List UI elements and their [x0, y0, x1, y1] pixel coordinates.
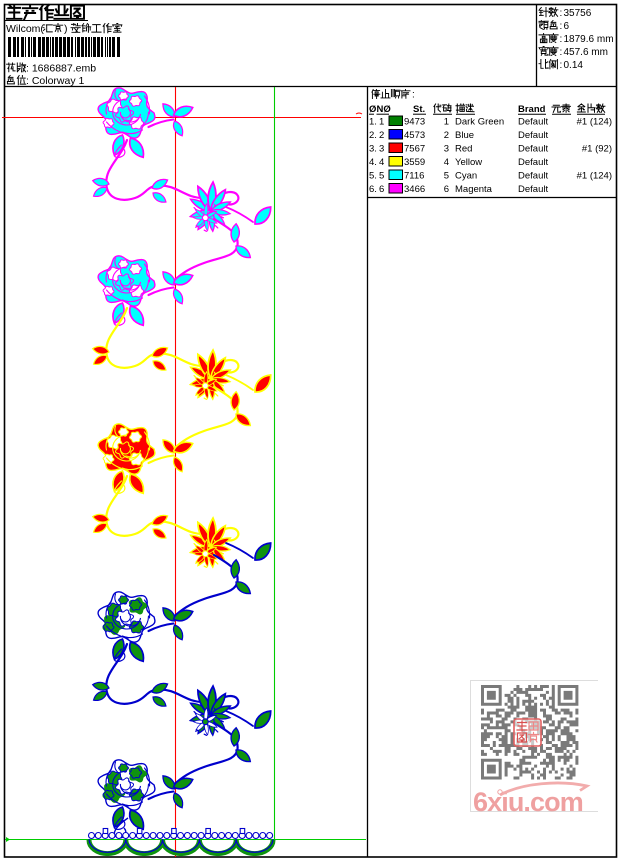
- svg-text:: 1686887.emb: : 1686887.emb: [26, 63, 96, 75]
- svg-text:Default: Default: [518, 144, 548, 155]
- svg-text::: :: [560, 21, 563, 32]
- svg-text:): ): [64, 23, 68, 35]
- svg-text::: :: [560, 8, 563, 19]
- svg-text:4.: 4.: [369, 157, 377, 168]
- svg-text:5: 5: [379, 171, 384, 182]
- svg-text:3.: 3.: [369, 144, 377, 155]
- svg-text:#1 (124): #1 (124): [577, 171, 612, 182]
- svg-text::: :: [560, 60, 563, 71]
- svg-text:Red: Red: [455, 144, 472, 155]
- svg-text:6: 6: [379, 184, 384, 195]
- svg-text:Default: Default: [518, 171, 548, 182]
- svg-text:Brand: Brand: [518, 104, 546, 115]
- svg-text:Default: Default: [518, 157, 548, 168]
- svg-text:#1 (124): #1 (124): [577, 117, 612, 128]
- svg-text:2.: 2.: [369, 130, 377, 141]
- svg-text:1.: 1.: [369, 117, 377, 128]
- svg-text:3559: 3559: [404, 157, 425, 168]
- svg-text:Default: Default: [518, 130, 548, 141]
- svg-text:Dark Green: Dark Green: [455, 117, 504, 128]
- svg-text:3466: 3466: [404, 184, 425, 195]
- svg-text:6: 6: [444, 184, 449, 195]
- svg-text::: :: [412, 90, 415, 101]
- svg-text:Blue: Blue: [455, 130, 474, 141]
- svg-text:#1 (92): #1 (92): [582, 144, 612, 155]
- svg-text:3: 3: [444, 144, 449, 155]
- svg-text:1879.6 mm: 1879.6 mm: [564, 34, 614, 45]
- svg-text:4573: 4573: [404, 130, 425, 141]
- svg-text:St.: St.: [413, 104, 425, 115]
- svg-text:1: 1: [379, 117, 384, 128]
- svg-text:7116: 7116: [404, 171, 424, 182]
- svg-text:0.14: 0.14: [564, 60, 584, 71]
- svg-text:: Colorway 1: : Colorway 1: [26, 75, 85, 87]
- svg-text:2: 2: [444, 130, 449, 141]
- svg-text:Default: Default: [518, 184, 548, 195]
- svg-text:9473: 9473: [404, 117, 425, 128]
- svg-text:5: 5: [444, 171, 449, 182]
- svg-text:Wilcom(: Wilcom(: [6, 23, 44, 35]
- svg-text:Magenta: Magenta: [455, 184, 493, 195]
- svg-text:4: 4: [444, 157, 449, 168]
- svg-text:6.: 6.: [369, 184, 377, 195]
- svg-text:5.: 5.: [369, 171, 377, 182]
- svg-text:Yellow: Yellow: [455, 157, 482, 168]
- svg-text:7567: 7567: [404, 144, 425, 155]
- svg-text:6xiu.com: 6xiu.com: [473, 787, 583, 817]
- svg-text::: :: [560, 47, 563, 58]
- svg-text:6: 6: [564, 21, 570, 32]
- svg-text:4: 4: [379, 157, 384, 168]
- svg-text:2: 2: [379, 130, 384, 141]
- svg-text:NØ: NØ: [377, 104, 391, 115]
- svg-text::: :: [560, 34, 563, 45]
- svg-text:Default: Default: [518, 117, 548, 128]
- svg-text:3: 3: [379, 144, 384, 155]
- svg-text:457.6 mm: 457.6 mm: [564, 47, 608, 58]
- svg-text:1: 1: [444, 117, 449, 128]
- svg-text:35756: 35756: [564, 8, 592, 19]
- svg-text:Cyan: Cyan: [455, 171, 477, 182]
- svg-text:Ø: Ø: [369, 104, 376, 115]
